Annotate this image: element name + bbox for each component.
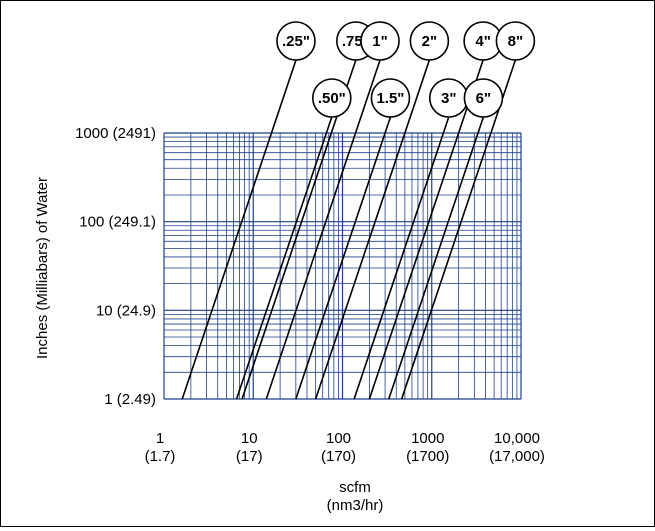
grid: [163, 132, 522, 400]
y-tick-label: 10 (24.9): [96, 302, 156, 319]
x-tick-label: 1: [156, 430, 164, 447]
x-tick-sublabel: (1.7): [145, 448, 176, 465]
series-bubbles: .25".50".75" 1"1.5"2"3"4"6"8": [276, 21, 536, 118]
x-axis-label: scfm: [339, 479, 371, 496]
series-bubble-label: 1": [372, 33, 387, 50]
series-bubble: [370, 78, 411, 118]
series-line: [368, 59, 484, 400]
series-line: [388, 116, 485, 400]
series-bubble-label: .25": [282, 33, 310, 50]
series-bubble-label: .50": [318, 90, 346, 107]
x-tick-label: 1000: [411, 430, 444, 447]
x-axis-sublabel: (nm3/hr): [327, 497, 384, 514]
series-bubble-label: 4": [475, 33, 490, 50]
series-bubble-label: 3": [441, 90, 456, 107]
series-line: [181, 59, 297, 400]
series-line: [400, 59, 517, 400]
series-lines: [181, 59, 517, 400]
x-tick-labels: 1(1.7) 10(17) 100(170) 1000(1700) 10,000(17,…: [145, 430, 545, 465]
y-tick-label: 1000 (2491): [75, 125, 156, 142]
y-axis-label: Inches (Milliabars) of Water: [34, 177, 51, 359]
series-line: [265, 59, 381, 400]
series-bubble-label: 1.5": [376, 90, 404, 107]
series-line: [295, 116, 392, 400]
y-tick-labels: 1 (2.49) 10 (24.9) 100 (249.1) 1000 (2491): [75, 125, 156, 408]
x-tick-sublabel: (1700): [406, 448, 449, 465]
series-line: [235, 116, 333, 400]
series-bubble-label: 6": [476, 90, 491, 107]
series-bubble: [360, 21, 400, 61]
series-bubble: [463, 78, 504, 118]
x-tick-sublabel: (17): [236, 448, 263, 465]
series-line: [314, 59, 431, 400]
series-line: [353, 116, 450, 400]
series-bubble: [276, 21, 316, 61]
series-bubble: [311, 78, 352, 118]
x-tick-label: 100: [326, 430, 351, 447]
y-tick-label: 1 (2.49): [104, 391, 156, 408]
series-bubble-label: 2": [422, 33, 437, 50]
series-bubble: [409, 21, 450, 61]
x-tick-sublabel: (170): [321, 448, 356, 465]
y-tick-label: 100 (249.1): [79, 214, 156, 231]
x-tick-label: 10: [241, 430, 258, 447]
x-tick-label: 10,000: [494, 430, 540, 447]
x-tick-sublabel: (17,000): [489, 448, 545, 465]
series-bubble: [495, 21, 536, 61]
series-bubble-label: 8": [508, 33, 523, 50]
